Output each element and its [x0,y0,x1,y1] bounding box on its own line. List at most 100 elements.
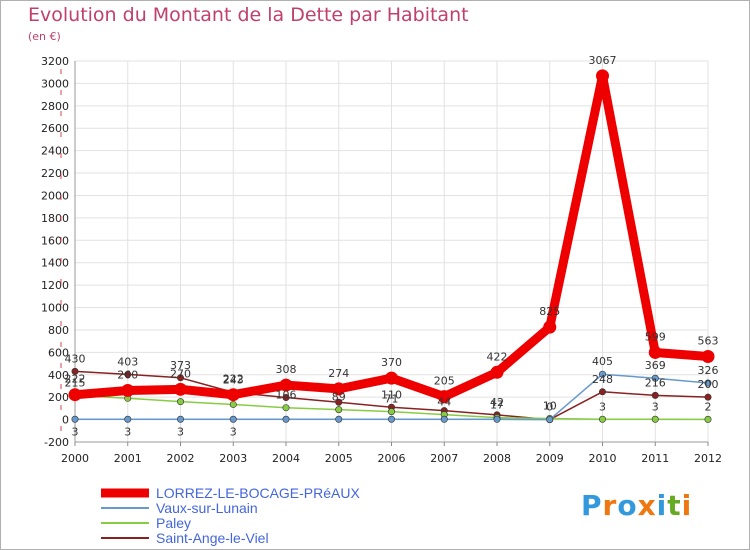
data-label: 3 [72,425,79,438]
logo-letter: r [602,489,618,522]
data-point [335,415,343,423]
y-tick-label: 200 [48,391,69,404]
data-point [385,371,398,385]
data-point [71,415,79,423]
data-label: 369 [645,359,666,372]
data-point [648,345,662,359]
data-point [282,394,290,402]
data-point [71,367,79,375]
data-point [177,374,185,382]
data-point [174,382,187,396]
data-label: 370 [381,356,402,369]
data-point [332,382,346,396]
y-tick-label: 1800 [41,212,69,225]
y-tick-label: 2400 [41,145,69,158]
data-label: 215 [65,376,86,389]
data-point [335,406,343,414]
data-label: 200 [698,378,719,391]
y-tick-label: 1200 [41,279,69,292]
data-label: 599 [645,330,666,343]
chart-title: Evolution du Montant de la Dette par Hab… [28,4,469,26]
data-point [701,349,715,363]
x-tick-label: 2012 [694,452,722,465]
data-label: 106 [276,389,297,402]
x-tick-label: 2010 [589,452,617,465]
data-point [704,379,712,387]
data-point [177,415,185,423]
data-label: 110 [381,388,402,401]
y-tick-label: 2800 [41,100,69,113]
proxiti-logo: Proxiti [581,489,692,522]
legend-label: Saint-Ange-le-Viel [156,530,269,546]
y-tick-label: 3000 [41,77,69,90]
data-point [598,388,606,396]
logo-letter: x [637,489,657,522]
data-label: 430 [65,352,86,365]
x-tick-label: 2009 [536,452,564,465]
data-point [124,415,132,423]
legend-label: Paley [156,515,191,531]
data-point [68,388,82,402]
data-point [598,415,606,423]
y-tick-label: 600 [48,346,69,359]
data-point [229,415,237,423]
y-tick-label: 1400 [41,257,69,270]
data-label: 563 [698,334,719,347]
data-label: 222 [223,373,244,386]
data-label: 270 [170,367,191,380]
data-label: 216 [645,376,666,389]
data-point [387,415,395,423]
x-tick-label: 2006 [378,452,406,465]
data-point [543,320,557,334]
logo-letter: i [656,489,668,522]
data-label: 3067 [589,54,617,67]
data-label: 0 [546,401,553,414]
y-tick-label: 2200 [41,167,69,180]
data-label: 3 [177,425,184,438]
data-point [440,415,448,423]
data-label: 205 [434,375,455,388]
data-point [229,400,237,408]
data-point [121,383,135,397]
y-tick-label: 0 [62,414,69,427]
data-point [598,370,606,378]
data-point [651,391,659,399]
data-label: 373 [170,359,191,372]
data-point [226,388,240,402]
logo-letter: o [617,489,638,522]
y-tick-label: 1000 [41,302,69,315]
logo-letter: i [681,489,693,522]
data-point [335,398,343,406]
data-label: 3 [230,425,237,438]
data-point [437,390,451,404]
y-tick-label: 400 [48,369,69,382]
data-label: 260 [117,368,138,381]
x-tick-label: 2001 [114,452,142,465]
data-label: 308 [276,363,297,376]
data-label: 42 [490,396,504,409]
x-tick-label: 2011 [641,452,669,465]
y-tick-label: -200 [44,436,69,449]
data-point [493,415,501,423]
x-tick-label: 2005 [325,452,353,465]
y-tick-label: 3200 [41,55,69,68]
data-label: 3 [599,400,606,413]
data-label: 422 [487,350,508,363]
data-point [282,404,290,412]
logo-letter: t [667,489,682,522]
data-label: 71 [385,393,399,406]
data-label: 2 [705,400,712,413]
chart-unit-label: (en €) [28,30,61,43]
data-label: 825 [539,305,560,318]
data-label: 403 [117,355,138,368]
data-label: 10 [543,399,557,412]
data-point [490,365,504,379]
x-tick-label: 2007 [430,452,458,465]
logo-letter: P [581,489,603,522]
y-tick-label: 2000 [41,189,69,202]
x-tick-label: 2002 [167,452,195,465]
x-tick-label: 2000 [61,452,89,465]
data-point [282,415,290,423]
